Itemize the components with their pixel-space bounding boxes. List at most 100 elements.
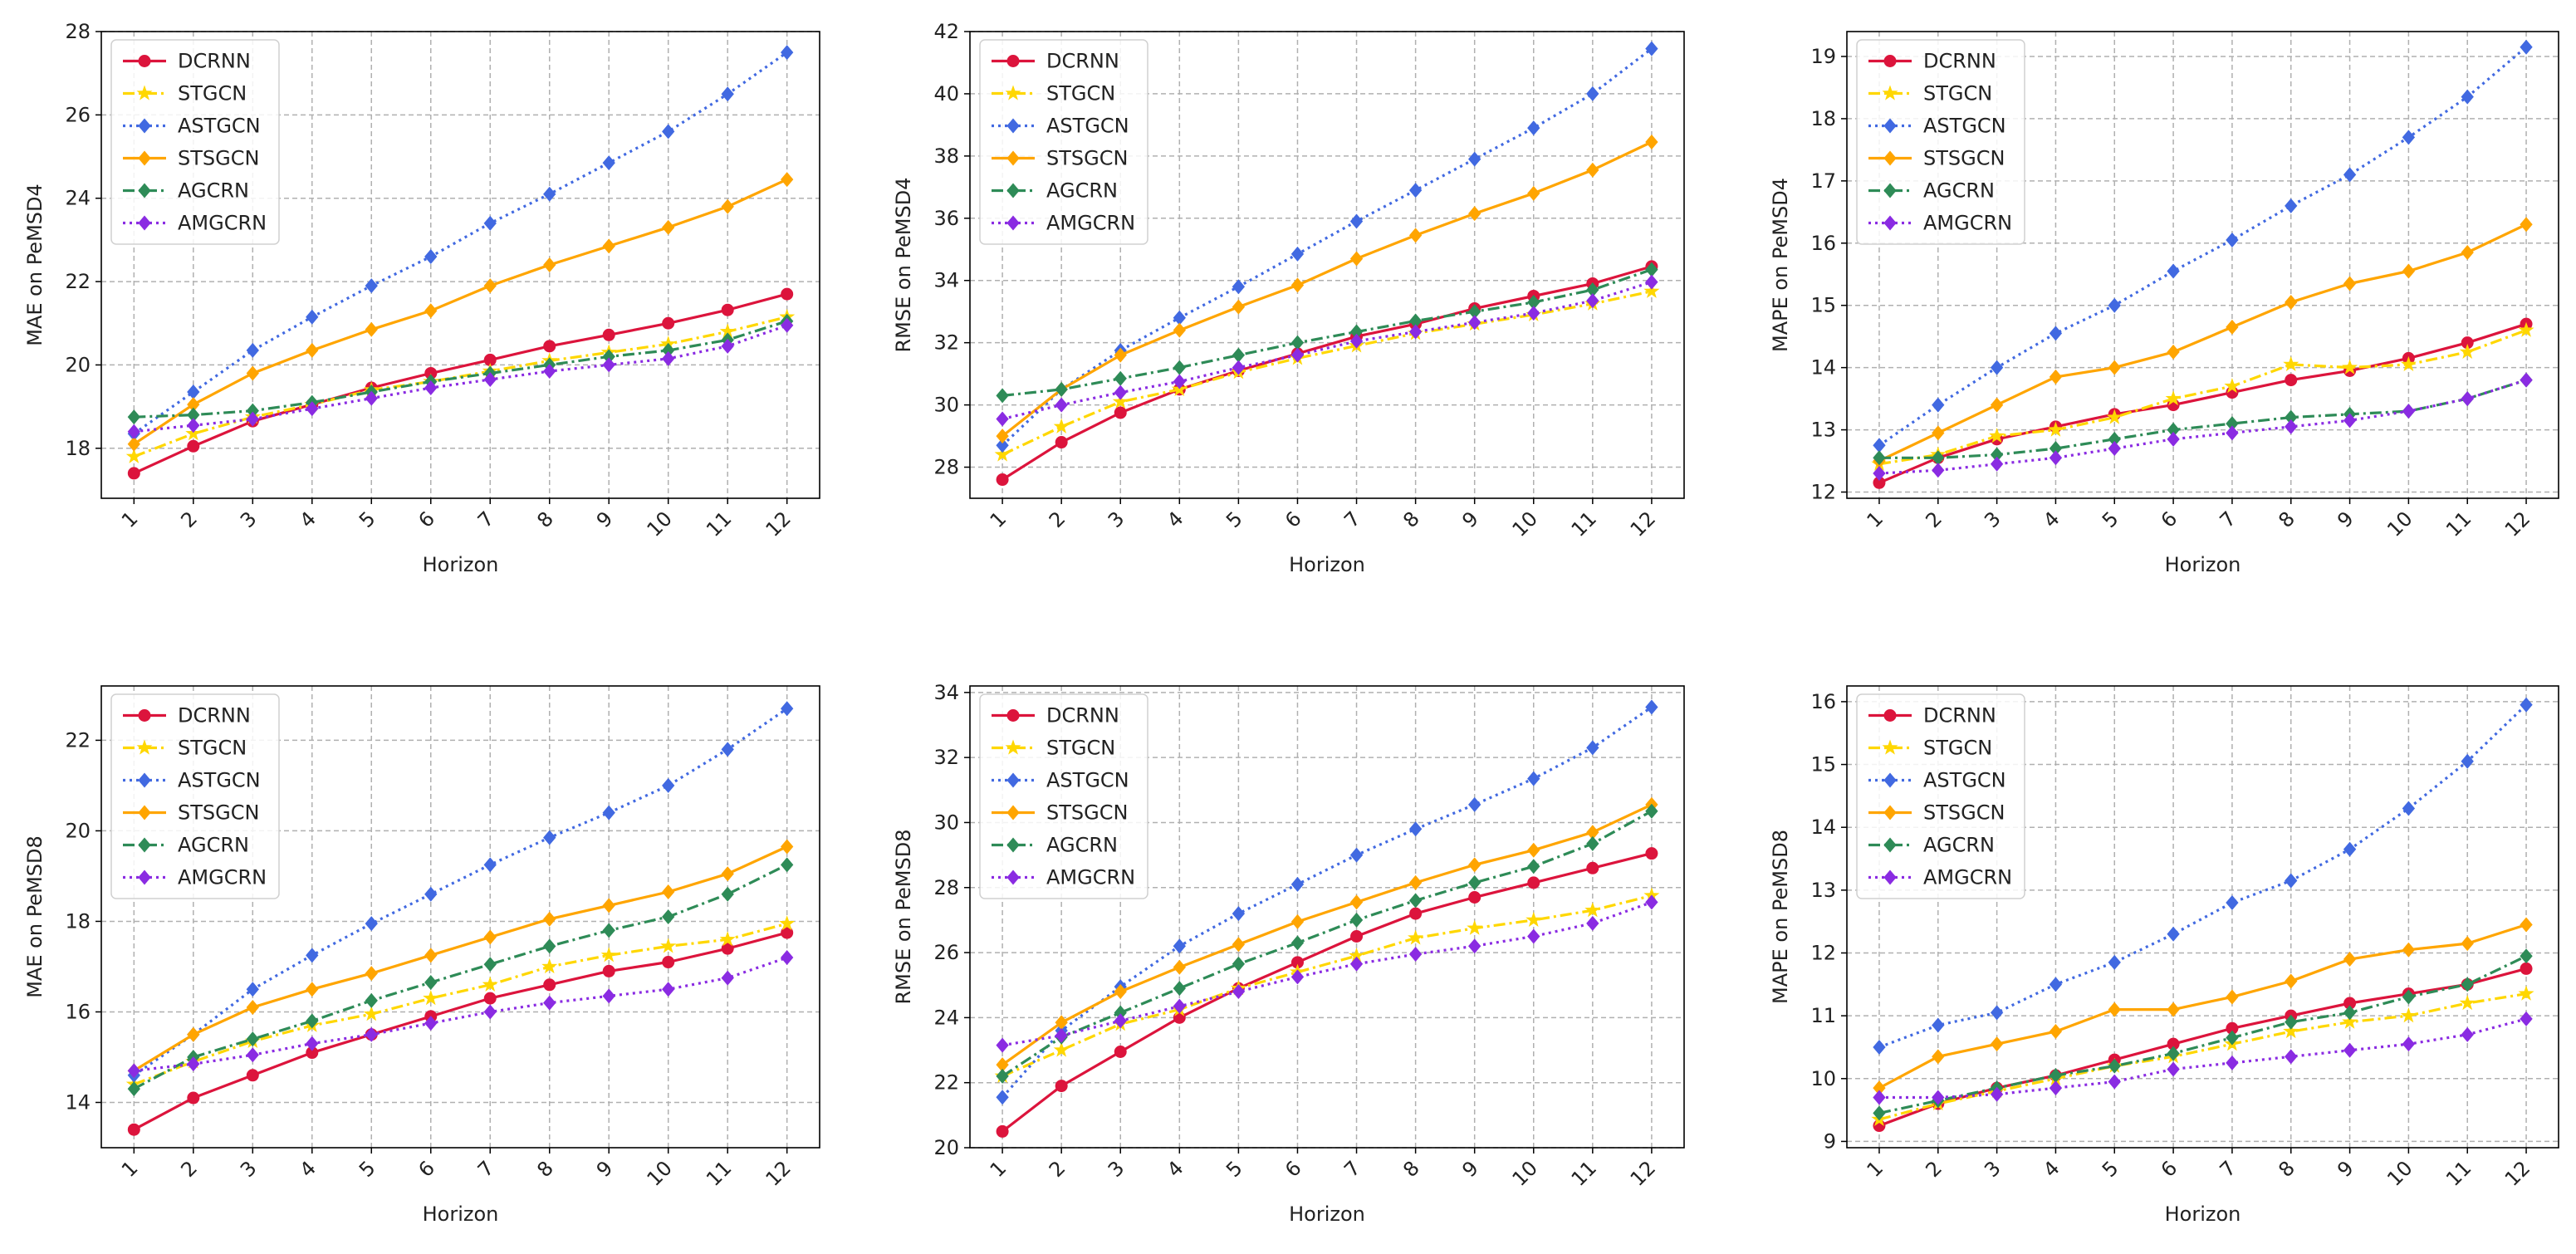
x-tick-label: 5 bbox=[1222, 1156, 1247, 1182]
y-tick-label: 30 bbox=[933, 811, 959, 834]
data-point bbox=[365, 992, 378, 1008]
legend-label: STGCN bbox=[1046, 82, 1115, 105]
series-stgcn bbox=[1871, 985, 2534, 1126]
data-point bbox=[1290, 876, 1305, 892]
data-point bbox=[1349, 948, 1364, 963]
legend-box bbox=[110, 693, 280, 899]
x-tick-label: 2 bbox=[1921, 507, 1947, 532]
y-tick-label: 15 bbox=[1810, 294, 1836, 317]
legend-marker bbox=[138, 55, 151, 67]
legend-label: DCRNN bbox=[1923, 50, 1996, 73]
legend-label: ASTGCN bbox=[1923, 115, 2006, 138]
data-point bbox=[187, 1056, 200, 1072]
data-point bbox=[2461, 391, 2474, 407]
legend-label: ASTGCN bbox=[178, 115, 261, 138]
series-stsgcn bbox=[127, 172, 794, 452]
data-point bbox=[2520, 962, 2533, 975]
y-tick-label: 26 bbox=[933, 941, 959, 964]
data-point bbox=[2167, 431, 2180, 447]
y-axis-label: RMSE on PeMSD8 bbox=[892, 829, 915, 1004]
y-tick-label: 9 bbox=[1824, 1129, 1836, 1153]
x-tick-label: 7 bbox=[2216, 507, 2241, 532]
data-point bbox=[1645, 274, 1658, 290]
legend-label: AMGCRN bbox=[1046, 866, 1135, 889]
legend-label: DCRNN bbox=[1923, 704, 1996, 727]
data-point bbox=[246, 982, 259, 997]
series-stsgcn bbox=[1873, 217, 2533, 469]
data-point bbox=[1990, 447, 2004, 463]
data-point bbox=[602, 964, 615, 977]
legend-marker bbox=[1005, 85, 1021, 100]
x-tick-label: 1 bbox=[117, 507, 143, 532]
data-point bbox=[1932, 1090, 1945, 1105]
series-line bbox=[133, 707, 788, 1077]
data-point bbox=[2108, 441, 2121, 457]
x-tick-label: 11 bbox=[1567, 507, 1601, 541]
legend-label: STSGCN bbox=[178, 801, 259, 825]
data-point bbox=[1112, 393, 1129, 409]
series-line bbox=[1878, 992, 2527, 1121]
data-point bbox=[1408, 228, 1423, 243]
data-point bbox=[187, 1026, 200, 1042]
x-tick-label: 10 bbox=[2383, 1156, 2417, 1190]
x-tick-label: 2 bbox=[176, 1156, 202, 1182]
data-point bbox=[1468, 891, 1481, 904]
series-astgcn bbox=[127, 45, 794, 442]
y-tick-label: 16 bbox=[65, 1000, 91, 1023]
legend-marker bbox=[1005, 739, 1021, 755]
data-point bbox=[2518, 321, 2534, 337]
data-point bbox=[541, 958, 558, 974]
x-tick-label: 11 bbox=[1567, 1156, 1601, 1190]
data-point bbox=[602, 898, 615, 914]
data-point bbox=[1873, 1090, 1886, 1105]
data-point bbox=[1932, 397, 1945, 413]
y-tick-label: 14 bbox=[1810, 356, 1836, 380]
data-point bbox=[1290, 335, 1305, 350]
legend-marker bbox=[1006, 215, 1020, 231]
data-point bbox=[2047, 421, 2064, 437]
data-point bbox=[483, 929, 497, 945]
data-point bbox=[2343, 841, 2357, 857]
data-point bbox=[660, 938, 677, 953]
x-tick-label: 7 bbox=[473, 507, 499, 532]
x-tick-label: 5 bbox=[2098, 507, 2123, 532]
data-point bbox=[543, 978, 556, 992]
data-point bbox=[483, 992, 497, 1005]
data-point bbox=[996, 1124, 1009, 1138]
data-point bbox=[602, 238, 615, 254]
y-tick-label: 24 bbox=[65, 187, 91, 210]
series-agcrn bbox=[1873, 372, 2533, 466]
data-point bbox=[187, 407, 200, 423]
series-line bbox=[1001, 47, 1653, 447]
legend-label: AGCRN bbox=[178, 179, 249, 203]
series-stgcn bbox=[994, 887, 1660, 1083]
data-point bbox=[662, 884, 675, 900]
data-point bbox=[483, 857, 497, 873]
x-tick-label: 8 bbox=[2274, 507, 2299, 532]
y-tick-label: 14 bbox=[65, 1090, 91, 1114]
data-point bbox=[424, 1016, 438, 1031]
data-point bbox=[483, 957, 497, 972]
data-point bbox=[1408, 324, 1423, 340]
series-dcrnn bbox=[127, 287, 794, 480]
y-axis-label: MAE on PeMSD8 bbox=[23, 835, 47, 998]
legend-marker bbox=[1883, 772, 1897, 788]
series-line bbox=[1879, 379, 2527, 459]
data-point bbox=[2285, 973, 2298, 989]
series-dcrnn bbox=[127, 926, 794, 1136]
data-point bbox=[1173, 959, 1186, 975]
data-point bbox=[1990, 1086, 2004, 1102]
data-point bbox=[1408, 893, 1423, 909]
legend-label: AMGCRN bbox=[1923, 866, 2012, 889]
legend-label: STGCN bbox=[178, 737, 247, 760]
x-tick-label: 2 bbox=[176, 507, 202, 532]
data-point bbox=[781, 701, 794, 717]
data-point bbox=[1873, 438, 1886, 453]
data-point bbox=[543, 830, 556, 845]
data-point bbox=[2343, 413, 2357, 429]
data-point bbox=[423, 990, 439, 1006]
legend-marker bbox=[1883, 837, 1897, 853]
y-tick-label: 12 bbox=[1810, 481, 1836, 504]
